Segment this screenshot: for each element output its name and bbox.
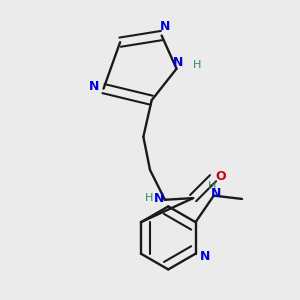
Text: N: N [88, 80, 99, 94]
Text: N: N [173, 56, 183, 69]
Text: N: N [211, 188, 222, 200]
Text: H: H [208, 181, 216, 191]
Text: H: H [145, 193, 153, 203]
Text: N: N [154, 192, 164, 205]
Text: H: H [193, 60, 201, 70]
Text: N: N [200, 250, 211, 263]
Text: N: N [160, 20, 170, 33]
Text: O: O [216, 170, 226, 183]
